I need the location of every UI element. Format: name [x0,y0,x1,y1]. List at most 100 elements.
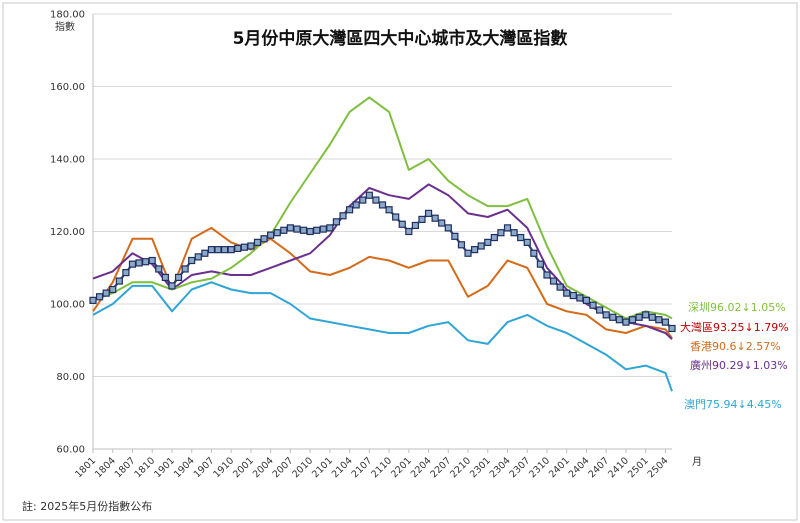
series-marker [556,283,564,291]
series-marker [372,196,380,204]
series-marker [615,316,623,324]
series-marker [457,241,466,249]
series-marker [596,306,604,314]
y-tick-label: 140.00 [50,155,85,166]
chart-note: 註: 2025年5月份指數公布 [22,499,152,513]
series-marker [155,265,163,273]
series-end-label: 深圳96.02↓1.05% [688,301,786,314]
series-marker [378,201,387,209]
y-tick-label: 60.00 [56,445,85,456]
series-marker [260,235,268,243]
series-marker [628,316,637,324]
series-marker [503,224,512,232]
series-marker [490,233,498,242]
series-marker [609,313,617,321]
x-axis-label: 月 [692,456,702,468]
series-marker [240,243,248,251]
series-end-label: 廣州90.29↓1.03% [690,358,788,372]
series-marker [497,229,505,237]
series-marker [385,206,393,214]
y-tick-label: 100.00 [50,300,85,311]
series-marker [299,226,308,234]
series-marker [339,212,347,220]
series-marker [188,256,196,265]
series-marker [109,285,117,294]
series-line [92,281,673,392]
y-tick-label: 120.00 [50,227,85,238]
series-marker [635,313,643,321]
series-marker [319,225,327,233]
series-marker [253,238,262,246]
series-marker [477,242,485,250]
series-marker [352,201,360,209]
series-marker [214,246,222,254]
series-marker [451,232,459,240]
series-marker [563,289,571,297]
series-marker [661,318,670,326]
series-marker [576,294,584,302]
series-marker [642,311,650,319]
series-marker [543,271,551,279]
series-marker [549,277,558,285]
series-marker [359,196,367,204]
series-marker [115,277,123,285]
series-line [92,226,673,339]
series-end-label: 大灣區93.25↓1.79% [680,320,789,334]
series-marker [280,226,288,234]
series-marker [464,249,472,257]
series-marker [326,224,334,232]
series-marker [89,296,97,304]
series-marker [438,219,446,227]
series-marker [365,191,373,199]
series-marker [510,229,518,237]
y-ticks: 60.00 80.00 100.00 120.00 140.00 160.00 180.00 [50,10,85,456]
series-marker [411,221,419,230]
series-marker [405,227,413,236]
y-tick-label: 180.00 [50,10,85,21]
series-marker [293,225,301,233]
series-marker [424,209,433,217]
series-marker [201,249,209,257]
series-marker [174,273,183,282]
grid [92,13,672,450]
series-marker [332,218,341,226]
series-marker [135,259,143,267]
series-marker [471,246,479,254]
series-marker [267,231,275,239]
series-marker [313,226,321,234]
series-marker [142,258,150,266]
series-marker [569,291,577,300]
series-marker [589,301,597,309]
series-markers [89,191,676,333]
series-marker [392,213,400,221]
series-marker [95,293,104,301]
series-marker [306,227,314,236]
series-marker [194,253,202,261]
series-marker [530,249,538,257]
series-marker [273,229,281,237]
series-marker [161,273,169,282]
series-marker [536,260,545,268]
series-marker [622,318,630,326]
y-tick-label: 160.00 [50,82,85,93]
series-marker [602,311,610,319]
series-marker [523,238,531,246]
series-end-label: 香港90.6↓2.57% [690,340,781,353]
series-marker [220,246,229,254]
series-marker [227,246,235,254]
series-line [92,183,673,340]
series-end-labels: 深圳96.02↓1.05% 大灣區93.25↓1.79% 香港90.6↓2.57% 廣… [680,301,789,411]
series-marker [398,220,406,228]
chart-title: 5月份中原大灣區四大中心城市及大灣區指數 [233,28,568,49]
series-marker [286,224,294,232]
series-marker [431,214,439,222]
y-axis-label: 指數 [55,20,75,33]
series-marker [418,215,426,224]
series-marker [346,206,354,214]
series-marker [128,260,137,268]
series-marker [148,256,156,265]
series-marker [168,282,176,290]
